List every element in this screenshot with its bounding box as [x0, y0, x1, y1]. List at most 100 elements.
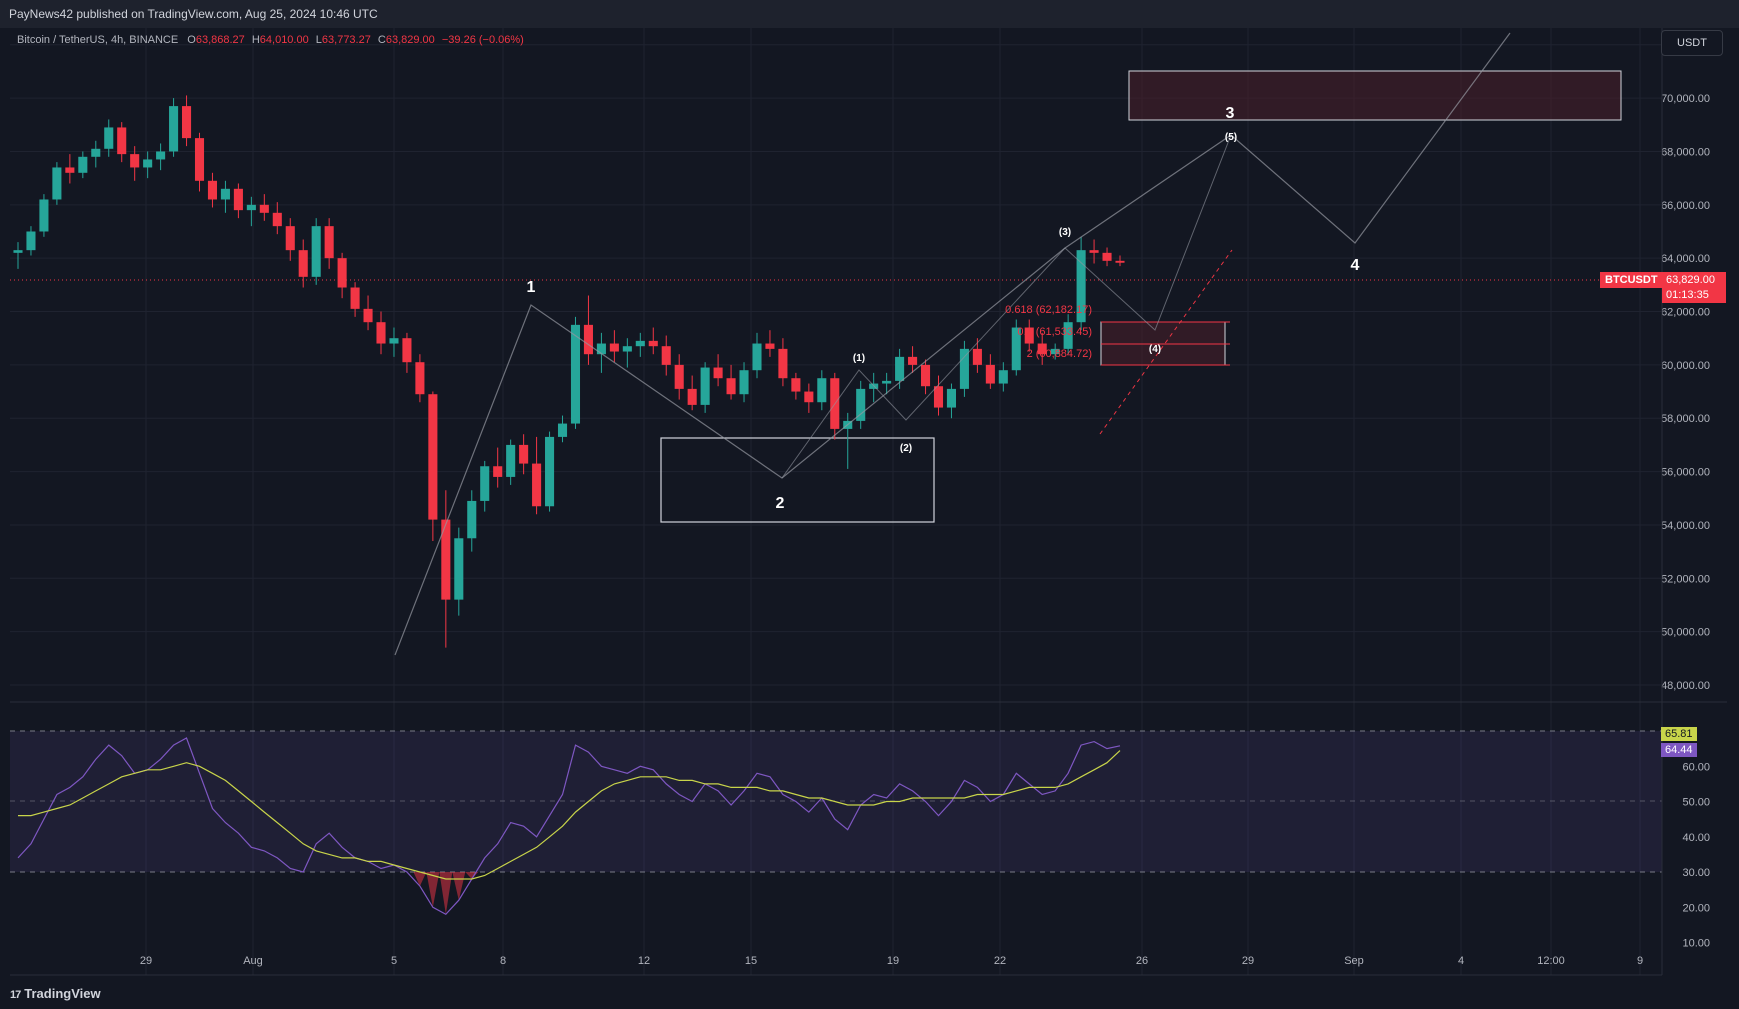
candle-body	[1089, 250, 1099, 253]
candle-body	[169, 106, 179, 152]
price-tick-label: 66,000.00	[1661, 200, 1710, 212]
candle-body	[506, 444, 516, 477]
fib-0382-label: 2 (60,884.72)	[1027, 348, 1092, 360]
candle-body	[156, 151, 166, 160]
candle-body	[130, 154, 140, 168]
wave-2-box[interactable]	[660, 437, 935, 523]
chart-grid	[10, 28, 1662, 975]
candle-body	[920, 364, 931, 387]
wave-2-label: 2	[776, 495, 785, 512]
rsi-value-tag: 64.44	[1661, 743, 1697, 757]
candle-body	[532, 463, 542, 507]
high-value: 64,010.00	[259, 34, 309, 46]
candle-body	[1024, 327, 1034, 344]
symbol-legend[interactable]: Bitcoin / TetherUS, 4h, BINANCE O63,868.…	[17, 34, 524, 46]
subwave-2-label: (2)	[900, 443, 912, 454]
candle-body	[778, 348, 788, 379]
subwave-path	[781, 134, 1232, 479]
rsi-tick-label: 20.00	[1682, 902, 1710, 914]
candle-body	[570, 324, 581, 424]
time-tick-label: 9	[1637, 955, 1643, 967]
footer	[0, 981, 1739, 1009]
price-tick-label: 64,000.00	[1661, 253, 1710, 265]
publisher-text: PayNews42 published on TradingView.com, …	[9, 7, 378, 21]
rsi-oversold-fill	[413, 872, 479, 915]
close-label: C	[377, 34, 386, 46]
symbol-tag: BTCUSDT	[1600, 272, 1663, 288]
candle-body	[350, 287, 360, 309]
candle-body	[609, 343, 619, 352]
close-value: 63,829.00	[385, 34, 435, 46]
candle-body	[363, 308, 373, 323]
rsi-ma-line	[18, 750, 1121, 880]
candle-body	[389, 338, 399, 344]
time-tick-label: 5	[391, 955, 397, 967]
wave-3-target-box[interactable]	[1128, 70, 1622, 121]
time-tick-label: 22	[994, 955, 1006, 967]
candle-body	[259, 204, 269, 213]
rsi-tick-label: 30.00	[1682, 867, 1710, 879]
candle-body	[311, 226, 321, 277]
candle-body	[182, 106, 192, 139]
price-tick-label: 60,000.00	[1661, 360, 1710, 372]
price-tick-label: 52,000.00	[1661, 573, 1710, 585]
candle-body	[856, 388, 866, 421]
time-axis[interactable]: 29 Aug 5 8 12 15 19 22 26 29 Sep 4 12:00 9	[140, 955, 1643, 967]
time-tick-label: 19	[887, 955, 899, 967]
price-tick-label: 68,000.00	[1661, 146, 1710, 158]
candle-body	[1063, 322, 1073, 349]
subwave-5-label: (5)	[1225, 132, 1237, 143]
candle-body	[402, 338, 412, 363]
candle-body	[1050, 348, 1060, 355]
candle-body	[415, 362, 425, 395]
time-tick-label: 26	[1136, 955, 1148, 967]
candle-body	[596, 343, 606, 355]
candle-body	[791, 378, 801, 392]
candle-body	[972, 348, 982, 365]
candle-body	[78, 156, 88, 173]
candle-body	[467, 500, 477, 539]
rsi-tick-label: 40.00	[1682, 832, 1710, 844]
wave-1-label: 1	[527, 279, 536, 296]
candle-body	[272, 212, 282, 227]
candle-body	[545, 436, 555, 507]
rsi-tick-label: 10.00	[1682, 938, 1710, 950]
rsi-axis[interactable]: 60.00 50.00 40.00 30.00 20.00 10.00	[1682, 761, 1710, 949]
candle-body	[298, 250, 308, 277]
candle-body	[933, 386, 944, 408]
candle-body	[765, 343, 775, 349]
candle-body	[39, 199, 49, 232]
publisher-bar: PayNews42 published on TradingView.com, …	[0, 0, 1739, 28]
candle-body	[726, 378, 736, 395]
candle-body	[104, 127, 114, 149]
candle-body	[91, 148, 101, 157]
subwave-4-label: (4)	[1149, 344, 1161, 355]
candle-body	[441, 519, 451, 600]
rsi-tick-label: 50.00	[1682, 797, 1710, 809]
candle-body	[622, 346, 632, 352]
high-label: H	[251, 34, 260, 46]
candle-body	[1102, 252, 1112, 261]
candle-body	[674, 364, 684, 389]
candle-body	[220, 188, 230, 200]
candle-body	[13, 250, 23, 253]
candle-body	[480, 466, 490, 501]
candle-body	[337, 258, 347, 288]
candle-body	[908, 356, 918, 365]
candle-body	[1115, 260, 1125, 263]
time-tick-label: 12:00	[1537, 955, 1565, 967]
candle-body	[52, 167, 62, 200]
tradingview-logo[interactable]: 17 TradingView	[10, 986, 101, 1001]
candle-body	[648, 340, 658, 347]
candle-body	[194, 138, 205, 181]
candle-body	[557, 423, 568, 437]
candle-body	[583, 324, 593, 355]
currency-button[interactable]: USDT	[1661, 30, 1723, 56]
symbol-name[interactable]: Bitcoin / TetherUS, 4h, BINANCE	[17, 34, 179, 46]
fib-0618-label: 0.618 (62,182.17)	[1005, 304, 1092, 316]
price-tick-label: 70,000.00	[1661, 93, 1710, 105]
time-tick-label: Aug	[243, 955, 263, 967]
subwave-3-label: (3)	[1059, 227, 1071, 238]
time-tick-label: 15	[745, 955, 757, 967]
